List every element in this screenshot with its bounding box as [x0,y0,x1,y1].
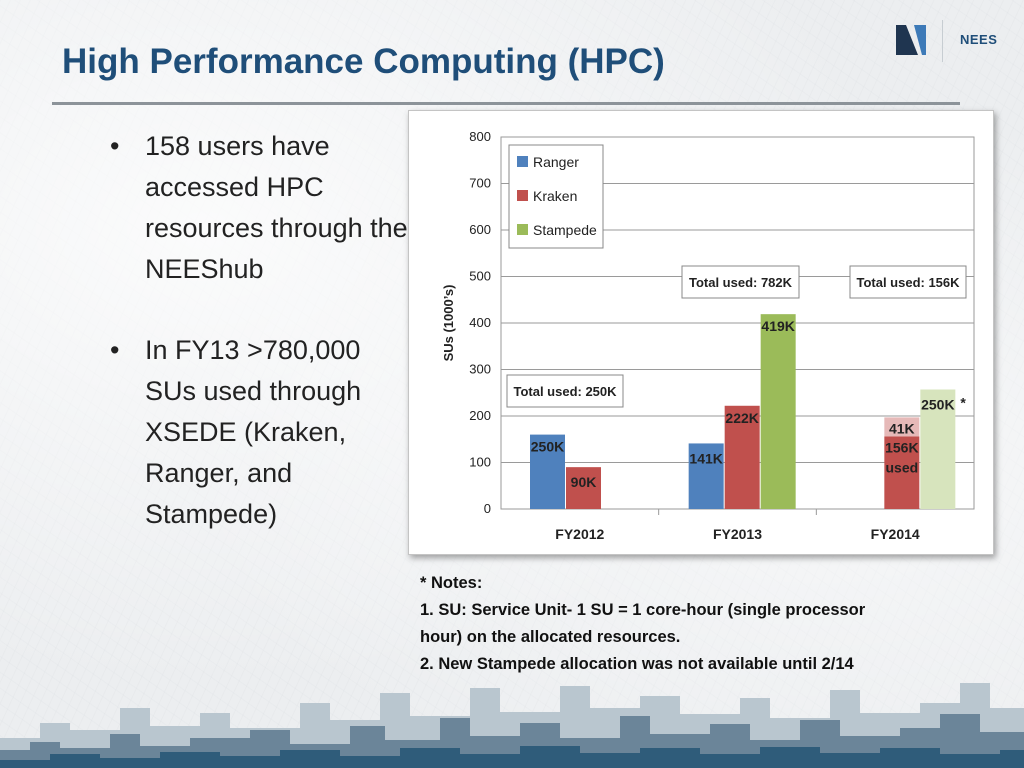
data-label: 222K [725,410,758,426]
bar-ranger-fy2012 [530,434,565,509]
legend-label: Stampede [533,222,597,238]
bar-stampede-fy2013 [760,314,796,509]
data-label: 250K [921,396,954,412]
title-underline [52,102,960,105]
notes-line: 1. SU: Service Unit- 1 SU = 1 core-hour … [420,601,866,619]
y-tick-label: 800 [469,129,491,144]
total-label: Total used: 782K [689,275,793,290]
bar-chart: 0 100 200 300 400 500 600 700 800 SUs (1000’s) FY2… [441,129,975,542]
legend-label: Ranger [533,154,579,170]
data-label: 141K [689,450,722,466]
footnote-marker: * [960,394,966,410]
bar-stampede-fy2014 [920,389,956,509]
y-tick-label: 400 [469,315,491,330]
legend-swatch [517,224,528,235]
data-label: 90K [571,474,597,490]
data-label: 41K [889,420,915,436]
city-skyline [0,683,1024,768]
y-tick-label: 300 [469,362,491,377]
total-label: Total used: 250K [513,384,617,399]
bullet-item: 158 users have accessed HPC resources th… [110,126,410,290]
bullet-item: In FY13 >780,000 SUs used through XSEDE … [110,330,410,535]
x-tick-label: FY2012 [555,526,604,542]
data-label: 156K [885,439,918,455]
legend-swatch [517,156,528,167]
notes-line: hour) on the allocated resources. [420,628,681,646]
data-label: 419K [761,318,794,334]
chart-frame: 0 100 200 300 400 500 600 700 800 SUs (1000’s) FY2… [408,110,994,555]
y-tick-label: 0 [484,501,491,516]
total-box [849,265,967,299]
x-tick-label: FY2013 [713,526,762,542]
logo-wordmark: NEES [960,32,998,47]
total-box [506,374,624,408]
bar-kraken-fy2014-stacked [884,417,920,437]
notes-heading: * Notes: [420,574,483,592]
bar-kraken-fy2012 [566,467,601,509]
legend-swatch [517,190,528,201]
slide-title: High Performance Computing (HPC) [62,42,665,81]
data-label: 250K [531,439,564,455]
bar-kraken-fy2014 [884,436,920,509]
y-tick-label: 700 [469,176,491,191]
total-label: Total used: 156K [856,275,960,290]
bar-kraken-fy2013 [724,405,760,509]
y-axis-label: SUs (1000’s) [441,285,456,362]
y-tick-label: 100 [469,455,491,470]
legend-label: Kraken [533,188,577,204]
logo-divider [942,20,943,62]
y-tick-label: 600 [469,222,491,237]
total-box [681,265,800,299]
nees-logo: NEES [896,20,1006,64]
y-tick-label: 200 [469,408,491,423]
nees-logo-icon [896,25,926,55]
notes-line: 2. New Stampede allocation was not avail… [420,655,854,673]
bullet-list: 158 users have accessed HPC resources th… [110,126,410,575]
y-tick-label: 500 [469,269,491,284]
x-tick-label: FY2014 [871,526,920,542]
notes-block: * Notes: 1. SU: Service Unit- 1 SU = 1 c… [420,570,980,678]
bar-ranger-fy2013 [688,443,724,509]
data-label: used [885,459,918,475]
